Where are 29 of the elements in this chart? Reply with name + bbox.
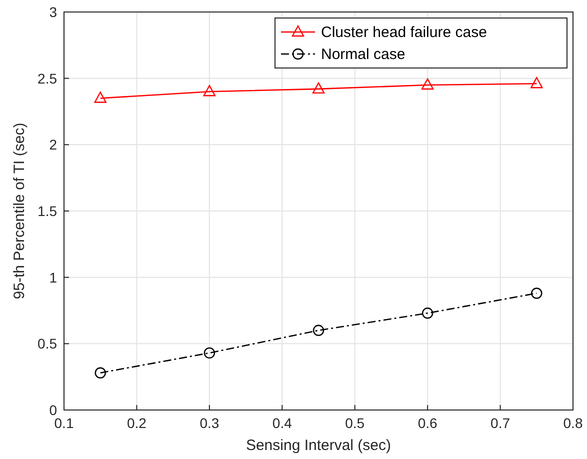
point [94,367,106,378]
y-axis-title: 95-th Percentile of TI (sec) [11,122,28,300]
x-tick-label: 0.7 [490,415,510,431]
y-tick-label: 0 [49,402,58,418]
x-tick-label: 0.1 [54,415,74,431]
point [422,308,434,319]
y-tick-label: 2 [49,136,58,153]
y-tick-label: 0.5 [38,336,58,352]
point [421,78,434,90]
legend-label: Normal case [321,46,406,63]
y-tick-label: 2.5 [38,70,58,86]
y-tick-label: 1.5 [38,203,58,219]
legend-label: Cluster head failure case [321,24,487,41]
point [204,347,216,359]
point [531,288,542,299]
x-tick-label: 0.4 [272,415,292,431]
x-tick-label: 0.2 [126,415,147,431]
x-tick-label: 0.8 [563,415,583,431]
point [530,77,543,88]
point [312,82,325,94]
y-tick-label: 1 [49,269,58,286]
point [94,92,106,103]
x-tick-label: 0.5 [345,415,365,431]
point [203,85,216,96]
x-tick-label: 0.3 [200,415,220,431]
x-axis-title: Sensing Interval (sec) [246,437,392,454]
x-tick-label: 0.6 [418,415,438,431]
point [312,324,324,336]
y-tick-label: 3 [49,4,58,20]
